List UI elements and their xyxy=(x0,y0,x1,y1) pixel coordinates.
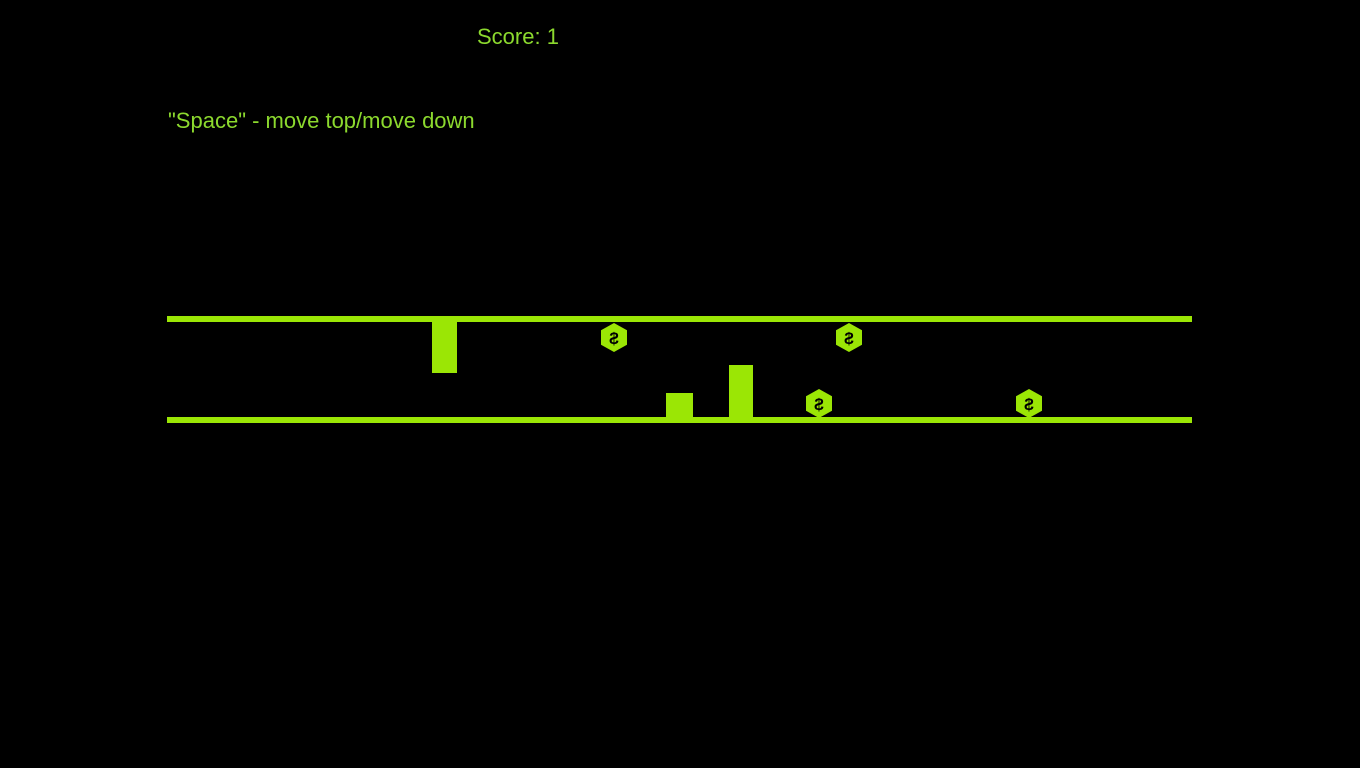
svg-text:$: $ xyxy=(814,395,824,414)
obstacle-top-hanging xyxy=(432,322,457,373)
obstacle-bottom-small xyxy=(666,393,693,417)
svg-text:$: $ xyxy=(1024,395,1034,414)
instructions-label: "Space" - move top/move down xyxy=(168,108,475,133)
obstacle-bottom-tall xyxy=(729,365,753,417)
svg-text:$: $ xyxy=(609,329,619,348)
coin-top-2-hexagon-coin-icon: $ xyxy=(836,323,862,352)
score-label: Score: 1 xyxy=(477,24,559,49)
coin-top-1-hexagon-coin-icon: $ xyxy=(601,323,627,352)
svg-text:$: $ xyxy=(844,329,854,348)
track-bottom-line xyxy=(167,417,1192,423)
coin-bottom-1-hexagon-coin-icon: $ xyxy=(806,389,832,418)
track-top-line xyxy=(167,316,1192,322)
coin-bottom-2-hexagon-coin-icon: $ xyxy=(1016,389,1042,418)
